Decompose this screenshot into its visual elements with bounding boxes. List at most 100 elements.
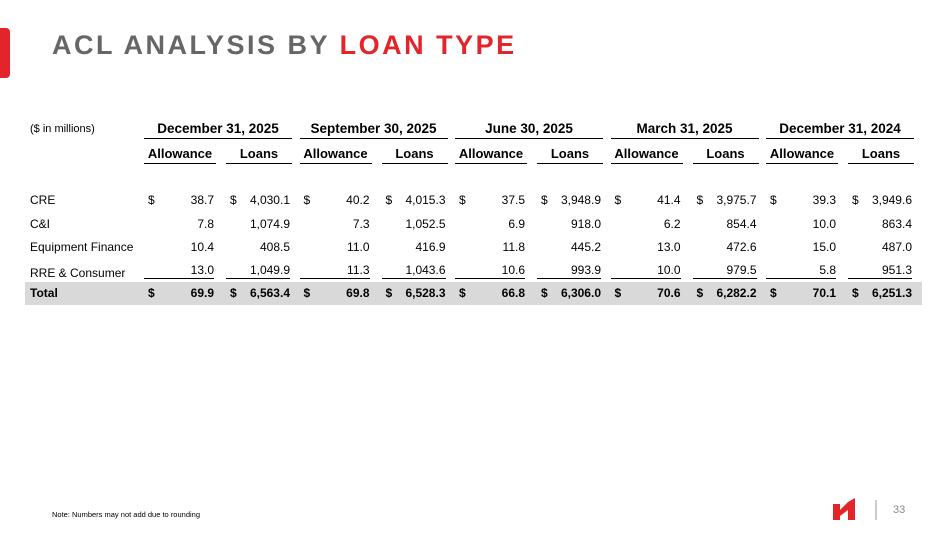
cell: 6,563.4 [249,286,290,300]
cell: 416.9 [415,240,446,254]
currency-symbol: $ [696,286,704,300]
cell: 10.0 [610,263,681,279]
cell: 3,975.7 [716,193,757,207]
cell: 37.5 [501,193,525,207]
currency-symbol: $ [303,193,311,207]
page-number: 33 [893,504,906,516]
cell: 4,030.1 [249,193,290,207]
cell: 4,015.3 [405,193,446,207]
cell: 13.0 [657,240,681,254]
cell: 1,049.9 [226,263,290,279]
cell: 6,251.3 [871,286,912,300]
period-header: December 31, 2024 [766,121,914,139]
column-header: Allowance [455,146,527,164]
cell: 854.4 [726,217,757,231]
logo-mark [833,498,855,520]
cell: 6,528.3 [405,286,446,300]
cell: 6.9 [508,217,525,231]
currency-symbol: $ [230,286,237,300]
cell: 10.6 [455,263,525,279]
cell: 69.9 [190,286,214,300]
cell: 993.9 [537,263,601,279]
cell: 7.3 [352,217,370,231]
cell: 11.8 [502,240,525,254]
currency-symbol: $ [614,193,622,207]
column-header: Allowance [299,146,372,164]
currency-symbol: $ [614,286,622,300]
cell: 11.3 [299,263,370,279]
row-label: Equipment Finance [30,240,134,254]
currency-symbol: $ [303,286,311,300]
column-header: Allowance [766,146,838,164]
column-header: Loans [381,146,448,164]
currency-symbol: $ [459,193,466,207]
cell: 11.0 [347,240,370,254]
cell: 3,949.6 [871,193,912,207]
currency-symbol: $ [770,286,777,300]
currency-symbol: $ [541,286,548,300]
cell: 408.5 [259,240,290,254]
cell: 1,043.6 [381,263,446,279]
currency-symbol: $ [852,193,859,207]
cell: 41.4 [657,193,681,207]
cell: 6,306.0 [560,286,601,300]
title-highlight: LOAN TYPE [339,30,517,60]
column-header: Allowance [610,146,683,164]
period-header: March 31, 2025 [610,121,759,139]
period-header: September 30, 2025 [299,121,448,139]
title-text: ACL ANALYSIS BY [52,30,330,60]
cell: 7.8 [197,217,214,231]
cell: 13.0 [144,263,214,279]
currency-symbol: $ [230,193,237,207]
cell: 6.2 [663,217,681,231]
cell: 5.8 [766,263,836,279]
cell: 40.2 [346,193,370,207]
cell: 951.3 [848,263,912,279]
cell: 1,052.5 [405,217,446,231]
period-header: June 30, 2025 [455,121,603,139]
currency-symbol: $ [385,193,393,207]
currency-symbol: $ [385,286,393,300]
title: ACL ANALYSIS BY LOAN TYPE [52,30,517,61]
column-header: Loans [226,146,292,164]
currency-symbol: $ [852,286,859,300]
cell: 3,948.9 [560,193,601,207]
row-label: Total [30,286,58,300]
currency-symbol: $ [696,193,704,207]
column-header: Allowance [144,146,216,164]
currency-symbol: $ [541,193,548,207]
period-header: December 31, 2025 [144,121,292,139]
column-header: Loans [537,146,603,164]
cell: 918.0 [570,217,601,231]
currency-symbol: $ [459,286,466,300]
cell: 472.6 [726,240,757,254]
cell: 445.2 [570,240,601,254]
row-label: RRE & Consumer [30,266,126,280]
row-label: CRE [30,193,56,207]
logo [833,498,877,520]
column-header: Loans [692,146,759,164]
cell: 15.0 [812,240,836,254]
cell: 38.7 [190,193,214,207]
currency-symbol: $ [148,286,155,300]
cell: 6,282.2 [716,286,757,300]
cell: 39.3 [812,193,836,207]
cell: 66.8 [501,286,525,300]
row-label: C&I [30,217,51,231]
currency-symbol: $ [770,193,777,207]
cell: 70.1 [812,286,836,300]
currency-symbol: $ [148,193,155,207]
cell: 70.6 [657,286,681,300]
cell: 863.4 [881,217,912,231]
cell: 10.4 [190,240,214,254]
cell: 10.0 [812,217,836,231]
cell: 487.0 [881,240,912,254]
column-header: Loans [848,146,914,164]
cell: 979.5 [692,263,757,279]
cell: 69.8 [346,286,370,300]
cell: 1,074.9 [249,217,290,231]
footnote: Note: Numbers may not add due to roundin… [52,510,201,519]
total-row-bg [25,282,922,305]
units: ($ in millions) [30,123,95,135]
